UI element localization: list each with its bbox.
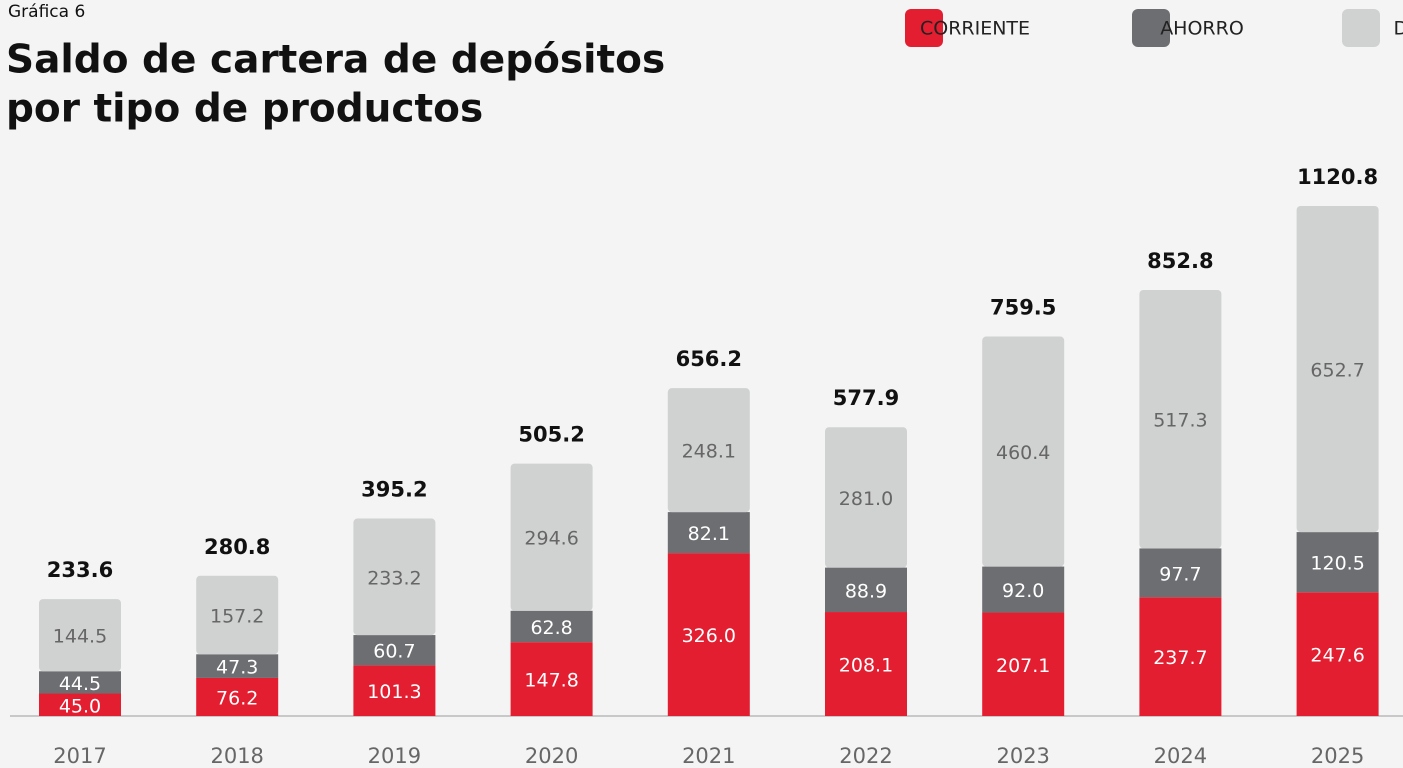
value-label: 88.9 <box>845 580 887 602</box>
total-label: 1120.8 <box>1297 165 1378 189</box>
value-label: 44.5 <box>59 673 101 695</box>
bar-segment <box>982 566 1065 613</box>
value-label: 247.6 <box>1310 645 1364 667</box>
x-tick-label: 2022 <box>839 744 892 768</box>
bar-segment <box>667 388 750 513</box>
bar-segment <box>667 512 750 554</box>
bar-segment <box>39 693 121 716</box>
total-label: 656.2 <box>676 347 742 371</box>
bar-segment <box>825 567 907 613</box>
value-label: 147.8 <box>524 670 578 692</box>
value-label: 248.1 <box>682 441 736 463</box>
value-label: 208.1 <box>839 655 893 677</box>
bar-segment <box>1296 592 1379 716</box>
bar-segment <box>1139 289 1222 549</box>
total-label: 233.6 <box>47 558 113 582</box>
bar-segment <box>39 671 121 694</box>
legend-swatch <box>905 9 943 47</box>
value-label: 281.0 <box>839 488 893 510</box>
bar-segment <box>510 463 593 611</box>
bar-segment <box>1296 206 1379 533</box>
bar-segment <box>510 642 593 716</box>
value-label: 97.7 <box>1159 563 1201 585</box>
bar-segment <box>196 575 279 655</box>
legend-label: AHORRO <box>1160 18 1244 40</box>
chart-title: Saldo de cartera de depósitos <box>6 38 665 83</box>
x-tick-label: 2023 <box>996 744 1049 768</box>
total-label: 577.9 <box>833 386 899 410</box>
x-tick-label: 2020 <box>525 744 578 768</box>
bar-segment <box>982 612 1065 716</box>
x-tick-label: 2025 <box>1311 744 1364 768</box>
x-tick-label: 2019 <box>368 744 421 768</box>
value-label: 326.0 <box>682 625 736 647</box>
bar-segment <box>825 612 907 716</box>
legend-label: DPF <box>1393 18 1403 40</box>
value-label: 207.1 <box>996 655 1050 677</box>
value-label: 652.7 <box>1310 360 1364 382</box>
value-label: 92.0 <box>1002 580 1044 602</box>
value-label: 233.2 <box>367 567 421 589</box>
x-tick-label: 2024 <box>1154 744 1207 768</box>
chart-title: por tipo de productos <box>6 87 483 132</box>
total-label: 395.2 <box>361 478 427 502</box>
value-label: 45.0 <box>59 695 101 717</box>
value-label: 101.3 <box>367 681 421 703</box>
bar-segment <box>353 518 436 636</box>
bar-segment <box>196 677 279 716</box>
bar-segment <box>667 553 750 716</box>
value-label: 144.5 <box>53 626 107 648</box>
x-tick-label: 2021 <box>682 744 735 768</box>
total-label: 505.2 <box>518 423 584 447</box>
value-label: 47.3 <box>216 657 258 679</box>
bar-segment <box>353 665 436 716</box>
value-label: 120.5 <box>1310 553 1364 575</box>
bar-segment <box>1296 532 1379 593</box>
value-label: 76.2 <box>216 687 258 709</box>
bar-segment <box>1139 548 1222 598</box>
bar-segment <box>1139 597 1222 716</box>
total-label: 852.8 <box>1147 249 1213 273</box>
legend-swatch <box>1132 9 1170 47</box>
x-tick-label: 2017 <box>53 744 106 768</box>
total-label: 280.8 <box>204 535 270 559</box>
value-label: 517.3 <box>1153 410 1207 432</box>
bar-segment <box>825 427 907 568</box>
total-label: 759.5 <box>990 296 1056 320</box>
value-label: 157.2 <box>210 606 264 628</box>
value-label: 82.1 <box>688 523 730 545</box>
value-label: 237.7 <box>1153 647 1207 669</box>
chart-label: Gráfica 6 <box>8 2 85 22</box>
bar-segment <box>982 336 1065 567</box>
legend-label: CORRIENTE <box>920 18 1030 40</box>
value-label: 460.4 <box>996 442 1050 464</box>
bar-segment <box>510 610 593 643</box>
value-label: 62.8 <box>530 617 572 639</box>
bar-segment <box>353 635 436 666</box>
legend-swatch <box>1342 9 1380 47</box>
value-label: 60.7 <box>373 641 415 663</box>
x-tick-label: 2018 <box>210 744 263 768</box>
bar-segment <box>39 599 121 672</box>
bar-segment <box>196 654 279 678</box>
value-label: 294.6 <box>524 528 578 550</box>
